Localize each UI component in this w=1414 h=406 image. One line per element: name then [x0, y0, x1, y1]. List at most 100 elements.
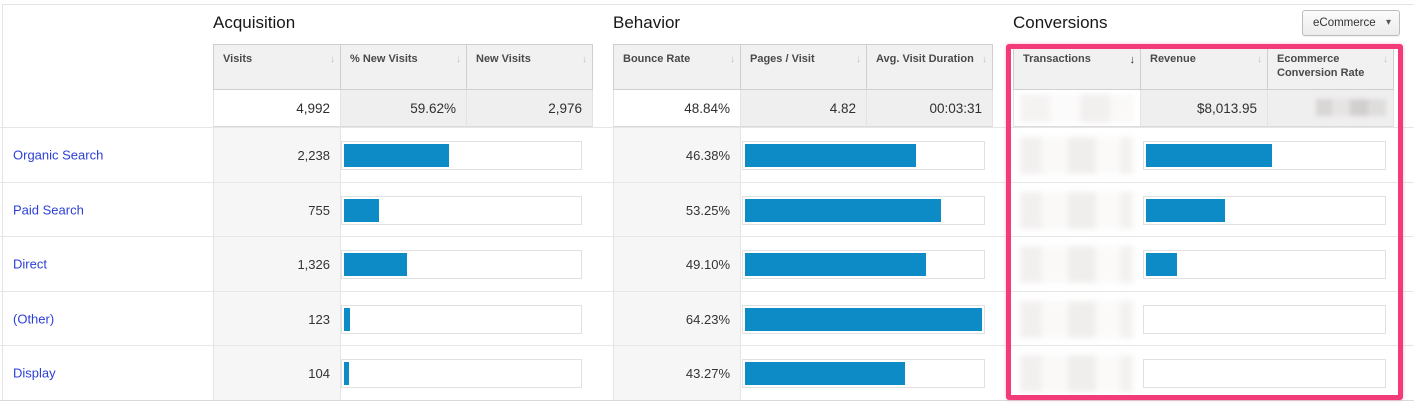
column-header-transactions[interactable]: Transactions ↓ [1013, 44, 1141, 90]
acquisition-section-title: Acquisition [213, 13, 296, 32]
conversions-bar-fill [1146, 199, 1225, 222]
visits-bar-fill [344, 362, 349, 385]
sort-icon: ↓ [982, 54, 987, 65]
bounce-rate-bar-fill [745, 253, 927, 276]
sort-icon: ↓ [330, 54, 335, 65]
summary-pct-new-visits: 59.62% [341, 90, 467, 127]
visits-value: 2,238 [213, 128, 341, 182]
bounce-rate-bar-fill [745, 362, 905, 385]
redacted-conversion-rate-summary-value [1316, 99, 1386, 116]
redacted-transactions-value [1020, 355, 1133, 392]
conversions-bar-fill [1146, 144, 1272, 167]
column-header-label: Bounce Rate [623, 53, 691, 65]
bottom-border [0, 400, 1414, 401]
channel-link[interactable]: (Other) [13, 311, 55, 326]
sort-icon: ↓ [730, 54, 735, 65]
sort-icon: ↓ [1383, 54, 1388, 65]
column-header-visits[interactable]: Visits ↓ [213, 44, 341, 90]
row-label-cell: (Other) [0, 292, 213, 345]
summary-bounce-rate: 48.84% [613, 90, 741, 127]
conversions-section-title: Conversions [1013, 13, 1108, 32]
bounce-rate-bar [742, 250, 985, 279]
column-header-bounce-rate[interactable]: Bounce Rate ↓ [613, 44, 741, 90]
channel-link[interactable]: Paid Search [13, 202, 84, 217]
table-row: Organic Search 2,238 46.38% [0, 127, 1414, 182]
column-header-label: Ecommerce Conversion Rate [1277, 53, 1365, 79]
row-label-cell: Organic Search [0, 128, 213, 182]
visits-value: 1,326 [213, 237, 341, 291]
column-header-revenue[interactable]: Revenue ↓ [1141, 44, 1268, 90]
bounce-rate-value: 43.27% [613, 346, 741, 400]
column-header-label: Pages / Visit [750, 53, 815, 65]
visits-bar-fill [344, 199, 380, 222]
conversions-bar [1143, 196, 1386, 225]
column-header-label: % New Visits [350, 53, 418, 65]
sort-icon: ↓ [456, 54, 461, 65]
bounce-rate-bar-fill [745, 144, 917, 167]
conversions-bar [1143, 305, 1386, 334]
sort-icon: ↓ [1257, 54, 1262, 65]
summary-visits: 4,992 [213, 90, 341, 127]
column-header-label: Revenue [1150, 53, 1196, 65]
conversions-bar [1143, 359, 1386, 388]
top-border [2, 4, 1414, 5]
caret-down-icon: ▾ [1385, 17, 1391, 28]
visits-value: 123 [213, 292, 341, 345]
table-row: (Other) 123 64.23% [0, 291, 1414, 345]
bounce-rate-value: 49.10% [613, 237, 741, 291]
column-header-label: Visits [223, 53, 253, 65]
row-label-cell: Display [0, 346, 213, 400]
column-header-label: New Visits [476, 53, 531, 65]
channel-link[interactable]: Organic Search [13, 147, 104, 163]
visits-value: 104 [213, 346, 341, 400]
bounce-rate-bar [742, 141, 985, 170]
ecommerce-dropdown-label: eCommerce [1313, 17, 1376, 29]
summary-row: 4,992 59.62% 2,976 48.84% 4.82 00:03:31 … [0, 90, 1414, 127]
channel-link[interactable]: Display [13, 365, 56, 381]
table-row: Display 104 43.27% [0, 345, 1414, 400]
channel-link[interactable]: Direct [13, 256, 47, 272]
bounce-rate-bar [742, 196, 985, 225]
summary-pages-per-visit: 4.82 [741, 90, 867, 127]
column-header-ecommerce-conversion-rate[interactable]: Ecommerce Conversion Rate ↓ [1268, 44, 1394, 90]
visits-bar [341, 250, 582, 279]
summary-revenue: $8,013.95 [1141, 90, 1268, 127]
visits-bar-fill [344, 253, 407, 276]
conversions-bar [1143, 141, 1386, 170]
column-header-pct-new-visits[interactable]: % New Visits ↓ [341, 44, 467, 90]
visits-value: 755 [213, 183, 341, 236]
ecommerce-dropdown[interactable]: eCommerce ▾ [1302, 10, 1400, 36]
bounce-rate-bar [742, 359, 985, 388]
table-row: Paid Search 755 53.25% [0, 182, 1414, 236]
bounce-rate-value: 53.25% [613, 183, 741, 236]
sort-icon: ↓ [856, 54, 861, 65]
visits-bar [341, 305, 582, 334]
column-header-avg-visit-duration[interactable]: Avg. Visit Duration ↓ [867, 44, 993, 90]
summary-avg-visit-duration: 00:03:31 [867, 90, 993, 127]
redacted-transactions-value [1020, 192, 1133, 229]
table-row: Direct 1,326 49.10% [0, 236, 1414, 291]
column-header-pages-per-visit[interactable]: Pages / Visit ↓ [741, 44, 867, 90]
visits-bar-fill [344, 308, 350, 331]
bounce-rate-value: 64.23% [613, 292, 741, 345]
visits-bar [341, 196, 582, 225]
conversions-bar-fill [1146, 253, 1178, 276]
sort-desc-icon: ↓ [1129, 54, 1136, 66]
sort-icon: ↓ [582, 54, 587, 65]
bounce-rate-bar-fill [745, 308, 982, 331]
left-border [2, 4, 3, 401]
summary-new-visits: 2,976 [467, 90, 593, 127]
column-header-label: Transactions [1023, 53, 1091, 65]
redacted-transactions-value [1020, 301, 1133, 338]
column-header-new-visits[interactable]: New Visits ↓ [467, 44, 593, 90]
redacted-transactions-value [1020, 137, 1133, 174]
visits-bar-fill [344, 144, 450, 167]
row-label-cell: Direct [0, 237, 213, 291]
redacted-transactions-summary-value [1020, 94, 1133, 123]
visits-bar [341, 359, 582, 388]
bounce-rate-value: 46.38% [613, 128, 741, 182]
bounce-rate-bar-fill [745, 199, 942, 222]
visits-bar [341, 141, 582, 170]
column-header-label: Avg. Visit Duration [876, 53, 974, 65]
